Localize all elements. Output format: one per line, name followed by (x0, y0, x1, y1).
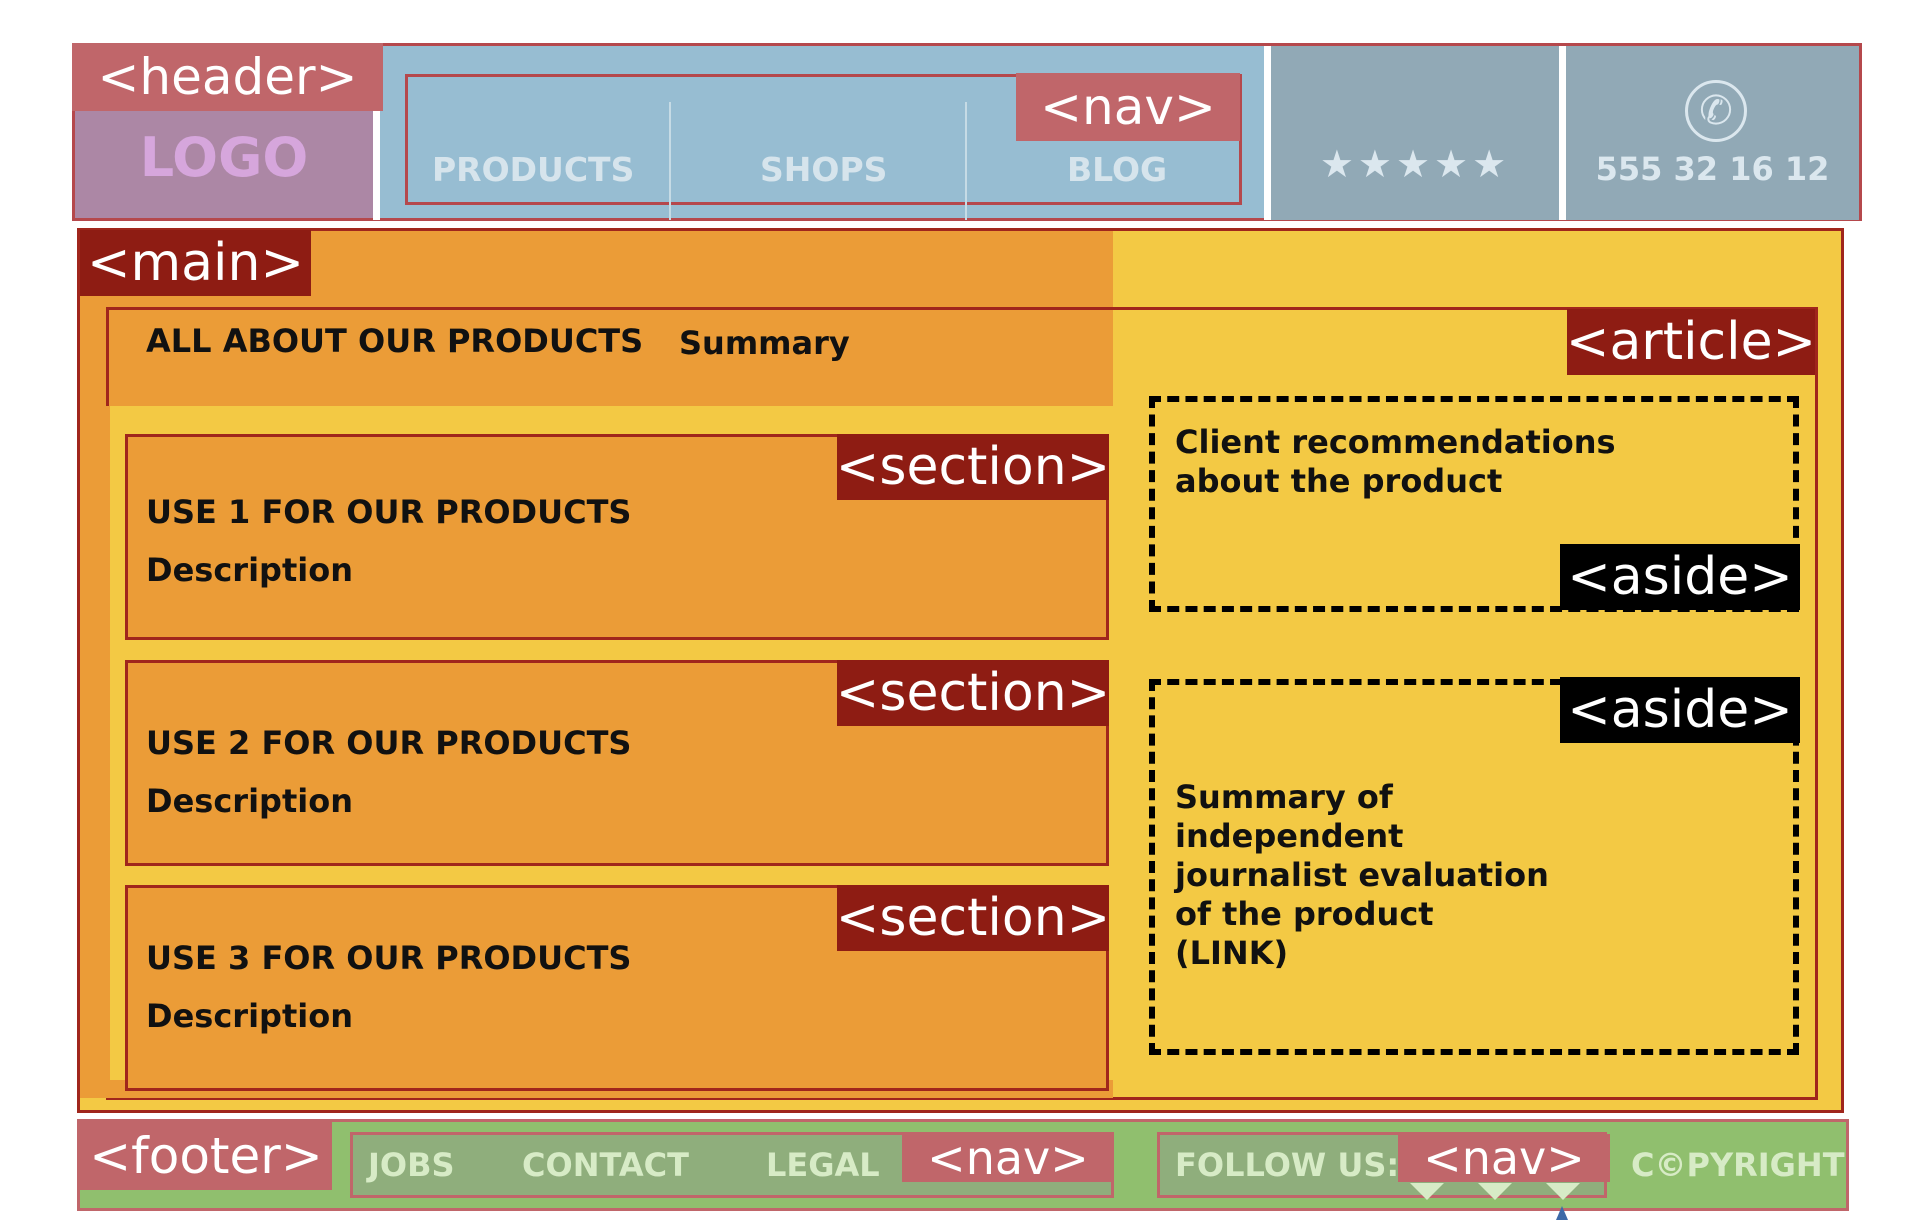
section-1-title: USE 1 FOR OUR PRODUCTS (146, 493, 632, 531)
footer-nav-jobs[interactable]: JOBS (368, 1146, 455, 1184)
article-left-band (80, 406, 110, 1098)
social-icon[interactable] (1410, 1183, 1444, 1200)
section-1-tag: <section> (836, 434, 1110, 500)
copyright-text: C©PYRIGHT (1631, 1146, 1845, 1184)
article-title: ALL ABOUT OUR PRODUCTS (146, 322, 644, 360)
aside-2 (1149, 679, 1799, 1055)
aside-1 (1149, 396, 1799, 612)
section-2-tag: <section> (836, 660, 1110, 726)
aside-2-line-2: independent (1175, 817, 1404, 855)
header-divider (1559, 46, 1566, 220)
header-divider (373, 108, 380, 220)
nav-item-blog[interactable]: BLOG (1067, 150, 1168, 189)
footer-follow-box (1157, 1132, 1607, 1198)
footer-nav-legal[interactable]: LEGAL (766, 1146, 880, 1184)
logo-block (75, 108, 373, 218)
footer-follow-nav-tag: <nav> (1398, 1131, 1610, 1185)
social-icon[interactable] (1546, 1183, 1580, 1200)
nav-divider (965, 102, 967, 220)
aside-2-tag: <aside> (1560, 677, 1800, 743)
section-3-tag: <section> (836, 885, 1110, 951)
cursor-icon (1556, 1206, 1568, 1220)
header-nav-tag: <nav> (1016, 73, 1240, 141)
section-1-description: Description (146, 551, 353, 589)
aside-1-line-2: about the product (1175, 462, 1503, 500)
aside-1-line-1: Client recommendations (1175, 423, 1616, 461)
article-tag: <article> (1566, 309, 1816, 375)
nav-item-products[interactable]: PRODUCTS (432, 150, 635, 189)
phone-icon[interactable]: ✆ (1685, 80, 1747, 142)
nav-divider (669, 102, 671, 220)
phone-number[interactable]: 555 32 16 12 (1595, 150, 1830, 188)
rating-block (1271, 46, 1559, 220)
section-2-description: Description (146, 782, 353, 820)
footer-nav-contact[interactable]: CONTACT (522, 1146, 689, 1184)
footer-nav-tag: <nav> (902, 1131, 1114, 1185)
rating-stars: ★★★★★ (1319, 142, 1511, 186)
article-summary: Summary (679, 324, 850, 362)
aside-2-line-4: of the product (1175, 895, 1434, 933)
main-tag: <main> (80, 230, 311, 296)
logo-text[interactable]: LOGO (139, 126, 309, 189)
section-3-title: USE 3 FOR OUR PRODUCTS (146, 939, 632, 977)
follow-us-label: FOLLOW US: (1175, 1146, 1400, 1184)
nav-item-shops[interactable]: SHOPS (760, 150, 888, 189)
header-divider (1264, 46, 1271, 220)
social-icon[interactable] (1478, 1183, 1512, 1200)
aside-2-line-5: (LINK) (1175, 934, 1289, 972)
header-tag: <header> (72, 43, 383, 111)
aside-1-tag: <aside> (1560, 544, 1800, 610)
section-3-description: Description (146, 997, 353, 1035)
footer-tag: <footer> (80, 1122, 332, 1190)
header-nav-box (405, 74, 1242, 205)
aside-2-line-1: Summary of (1175, 778, 1393, 816)
section-2-title: USE 2 FOR OUR PRODUCTS (146, 724, 632, 762)
aside-2-line-3: journalist evaluation (1175, 856, 1549, 894)
